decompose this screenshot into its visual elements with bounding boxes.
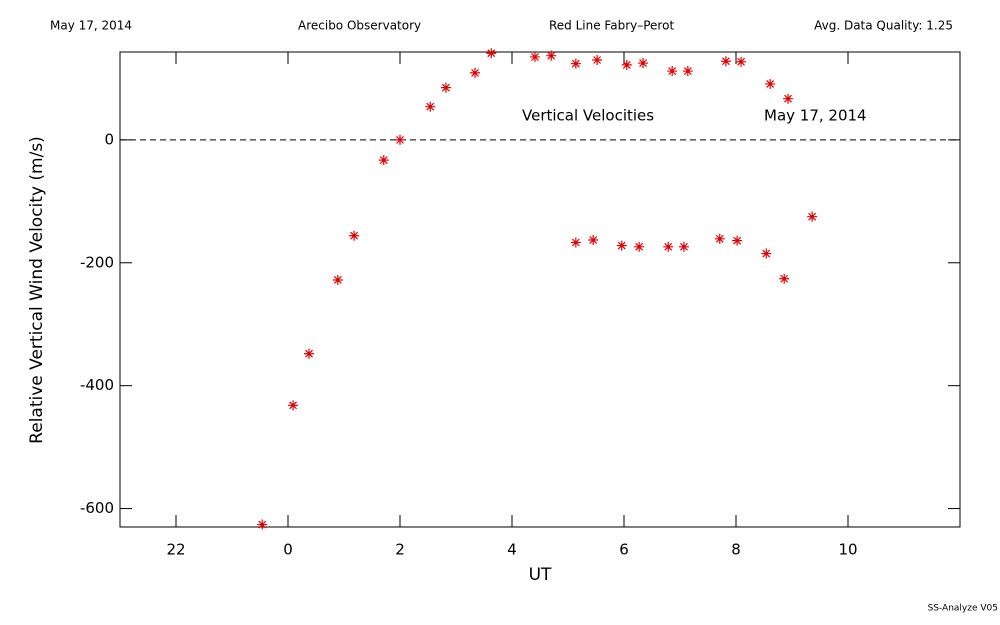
annotation: Vertical Velocities <box>522 107 654 125</box>
point <box>349 230 360 241</box>
x-tick-label: 0 <box>283 541 293 559</box>
x-tick-label: 2 <box>395 541 405 559</box>
x-axis-label: UT <box>529 565 552 585</box>
point <box>807 211 818 222</box>
plot-frame <box>119 51 961 528</box>
point <box>304 348 314 359</box>
point <box>257 519 268 530</box>
y-tick-label: -400 <box>80 376 114 394</box>
point <box>663 241 674 252</box>
point <box>667 66 678 77</box>
point <box>378 155 389 166</box>
point <box>682 66 693 77</box>
point <box>638 58 649 69</box>
point <box>592 54 603 65</box>
x-tick-label: 22 <box>166 541 185 559</box>
point <box>736 56 747 67</box>
point <box>616 240 627 251</box>
point <box>732 235 743 246</box>
y-tick-label: 0 <box>104 130 114 148</box>
point <box>779 273 790 284</box>
x-tick-label: 6 <box>619 541 629 559</box>
x-tick-label: 4 <box>507 541 517 559</box>
footer: SS-Analyze V05 <box>928 604 998 614</box>
annotation: May 17, 2014 <box>764 107 867 125</box>
point <box>332 274 343 285</box>
point <box>546 50 557 61</box>
point <box>714 233 725 244</box>
point <box>570 237 581 248</box>
header-date: May 17, 2014 <box>50 19 132 33</box>
point <box>395 134 405 145</box>
x-tick-label: 8 <box>731 541 741 559</box>
y-tick-label: -200 <box>80 253 114 271</box>
y-tick-label: -600 <box>80 499 114 517</box>
point <box>621 59 632 70</box>
header-instrument: Red Line Fabry–Perot <box>549 19 674 33</box>
point <box>783 93 794 104</box>
point <box>440 82 451 93</box>
point <box>425 101 436 112</box>
point <box>720 56 731 67</box>
point <box>678 241 689 252</box>
point <box>288 400 299 411</box>
x-tick-label: 10 <box>838 541 857 559</box>
point <box>634 241 645 252</box>
point <box>765 78 776 89</box>
point <box>470 67 481 78</box>
y-axis-label: Relative Vertical Wind Velocity (m/s) <box>27 136 47 444</box>
header-site: Arecibo Observatory <box>298 19 421 33</box>
point <box>588 235 599 246</box>
point <box>761 248 772 259</box>
point <box>486 48 497 59</box>
point <box>570 58 581 69</box>
header-quality: Avg. Data Quality: 1.25 <box>814 19 953 33</box>
point <box>529 51 540 62</box>
